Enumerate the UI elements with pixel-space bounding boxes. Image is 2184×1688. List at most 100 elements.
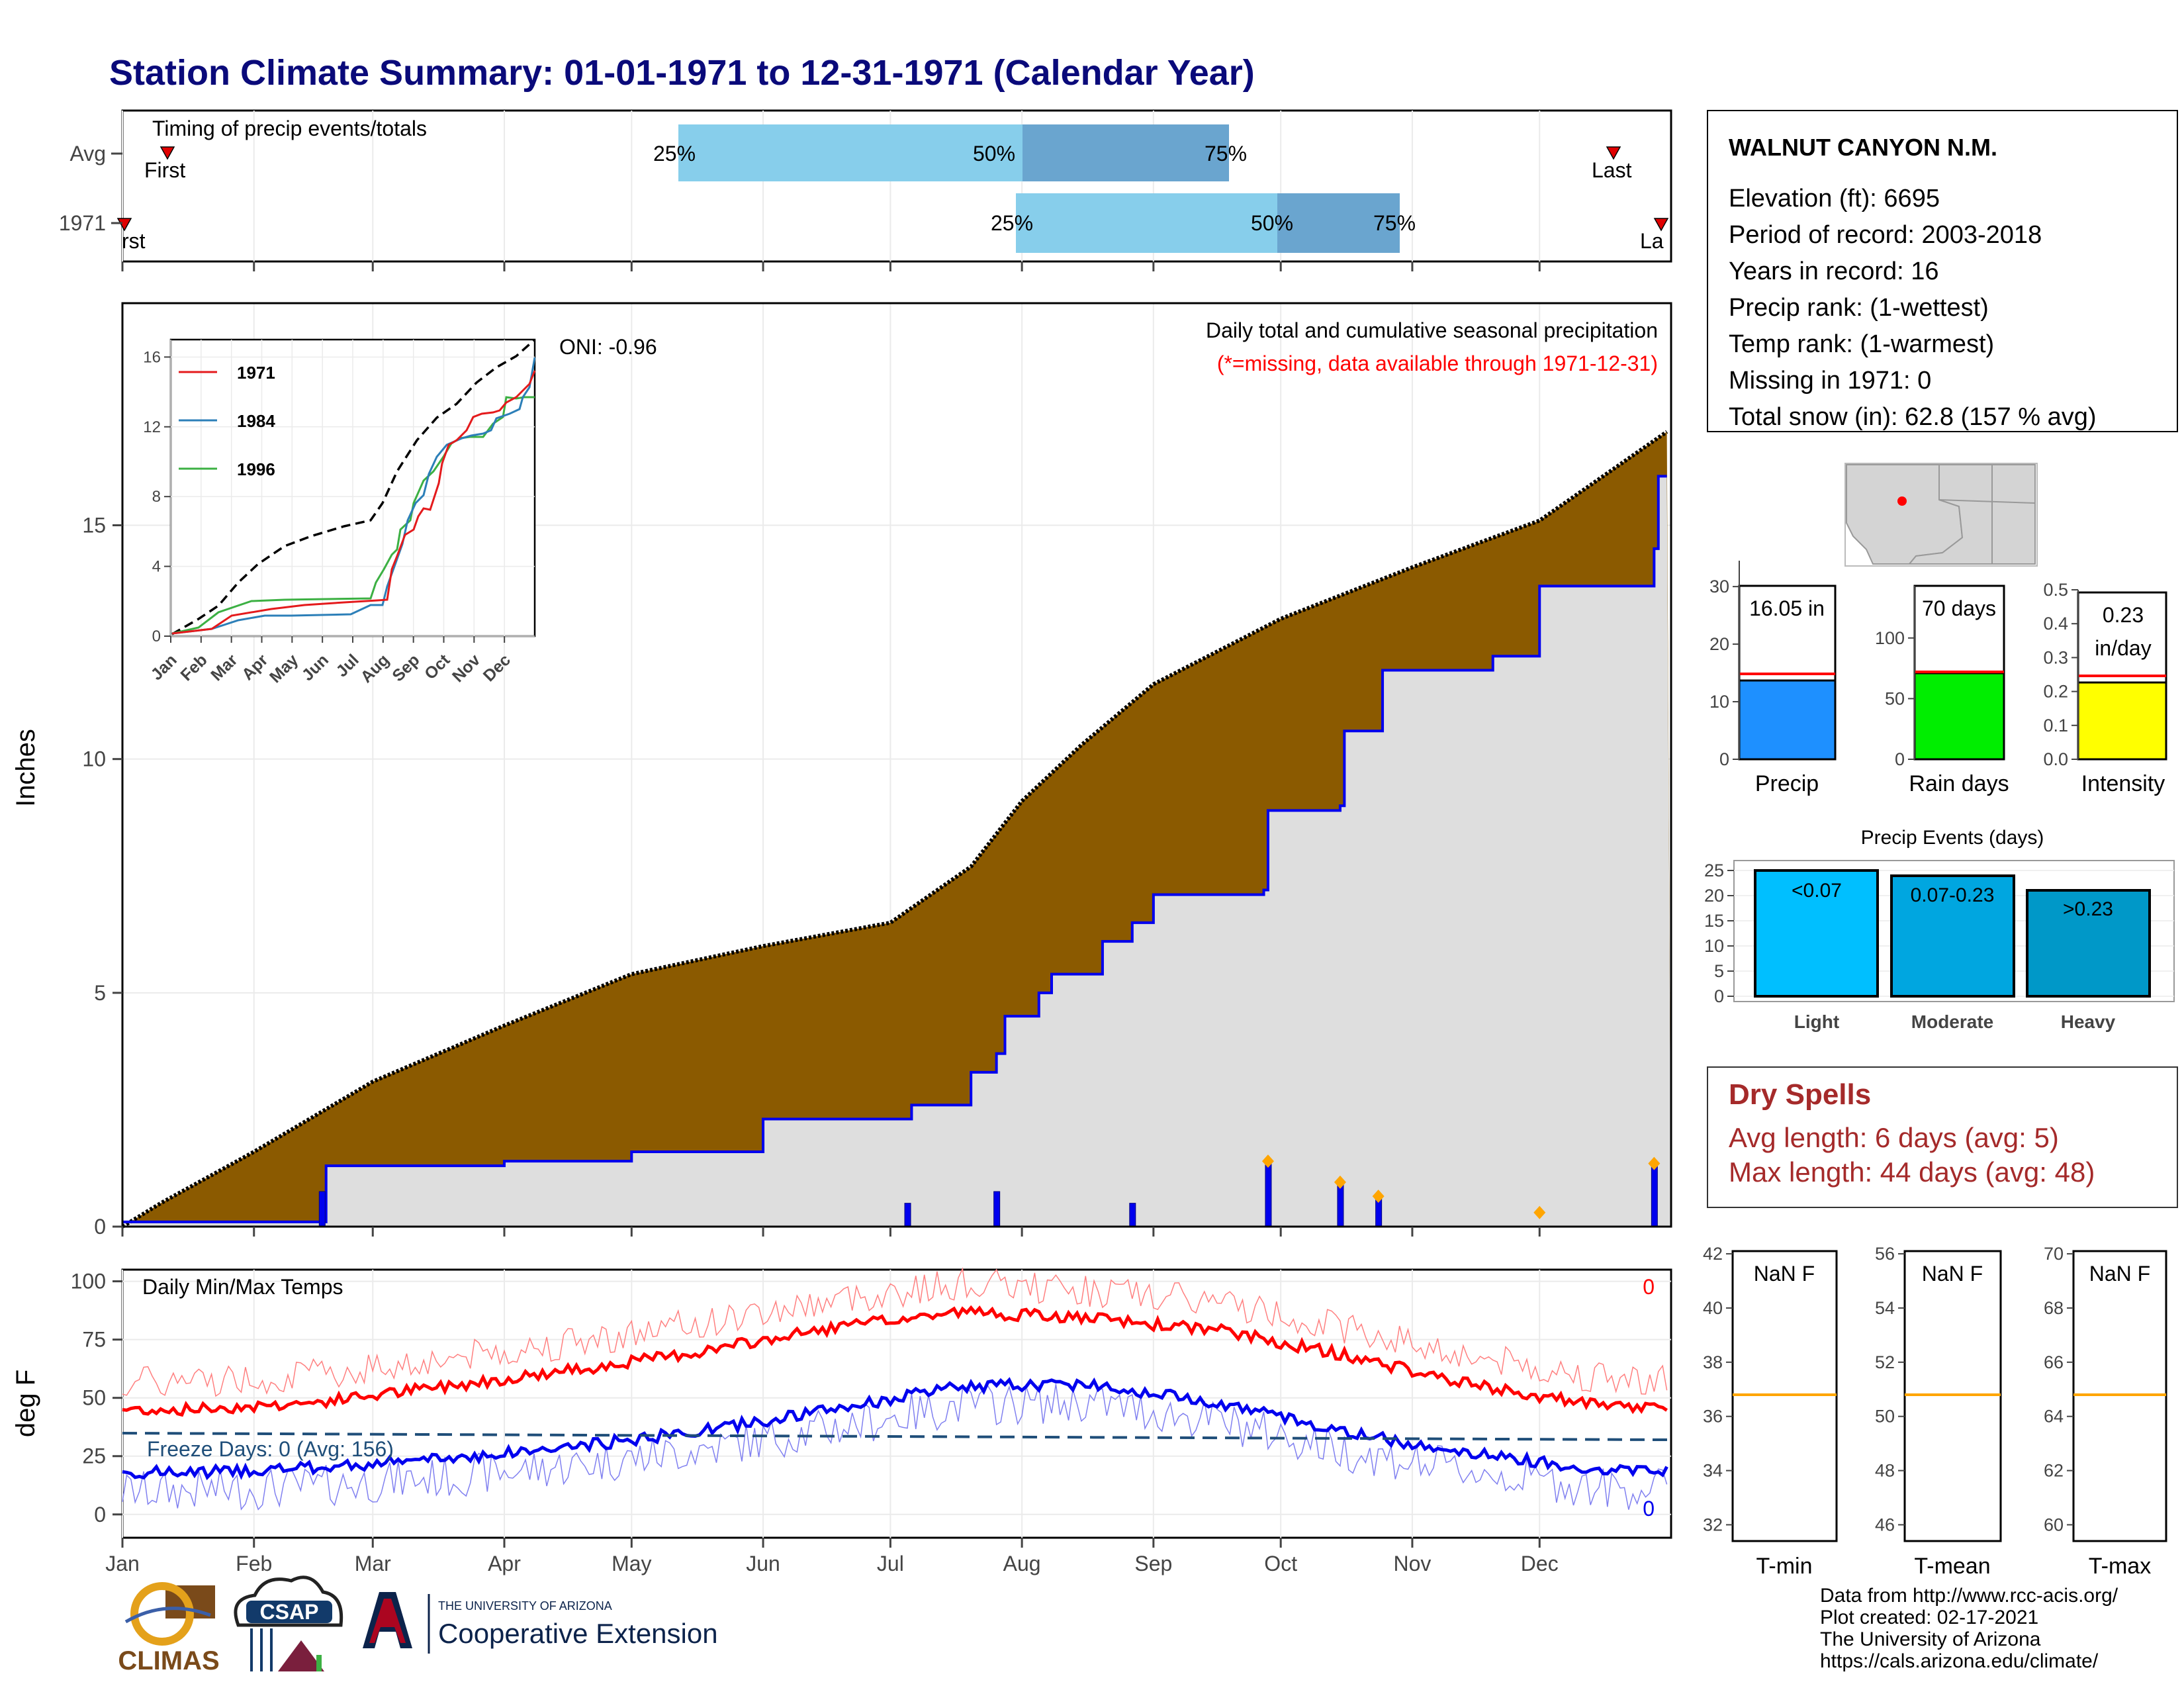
freeze-days-label: Freeze Days: 0 (Avg: 156) bbox=[147, 1437, 394, 1461]
intensity-bar-label: Intensity bbox=[2081, 771, 2165, 796]
intensity-bar-ytick-label: 0.3 bbox=[2043, 647, 2068, 667]
raindays-value-label: 70 days bbox=[1922, 596, 1996, 620]
temp-ytick-label: 75 bbox=[82, 1328, 106, 1352]
heavy-event-marker bbox=[1533, 1205, 1546, 1219]
month-label: Jun bbox=[746, 1552, 780, 1575]
tmax-ytick-label: 62 bbox=[2044, 1461, 2064, 1481]
tmin-average-line bbox=[122, 1377, 1668, 1481]
avg-last-marker bbox=[1606, 146, 1621, 160]
month-label: May bbox=[612, 1552, 651, 1575]
station-elevation: Elevation (ft): 6695 bbox=[1729, 185, 1940, 212]
station-temp-rank: Temp rank: (1-warmest) bbox=[1729, 330, 1994, 358]
precip-summary-bar: 16.05 in Precip 0 10 20 30 bbox=[1709, 561, 1837, 796]
heavy-event-marker bbox=[1372, 1190, 1385, 1203]
avg-cumulative-line bbox=[121, 430, 1668, 1229]
temp-ytick-label: 100 bbox=[71, 1270, 106, 1293]
precip-ytick-label: 5 bbox=[94, 981, 106, 1005]
year-cumulative-line bbox=[122, 475, 1667, 1223]
month-label: Mar bbox=[355, 1552, 391, 1575]
event-bar-light bbox=[1754, 869, 1879, 998]
footer-credits: Data from http://www.rcc-acis.org/ Plot … bbox=[1820, 1585, 2118, 1672]
timing-panel: Timing of precip events/totals 25% 50% 7… bbox=[59, 109, 1672, 271]
avg-first-label: First bbox=[144, 158, 185, 182]
month-label: Nov bbox=[1393, 1552, 1431, 1575]
precip-total-bar bbox=[1738, 679, 1837, 761]
precip-bar-ytick-label: 20 bbox=[1709, 634, 1729, 654]
inset-series-1996 bbox=[171, 396, 535, 635]
raindays-bar-label: Rain days bbox=[1909, 771, 2009, 796]
footer-line-2: Plot created: 02-17-2021 bbox=[1820, 1607, 2038, 1628]
tmax-ytick-label: 70 bbox=[2044, 1244, 2064, 1264]
avg-last-label: Last bbox=[1592, 158, 1632, 182]
raindays-summary-bar: 70 days Rain days 0 50 100 bbox=[1875, 585, 2009, 796]
temp-ytick-label: 25 bbox=[82, 1444, 106, 1468]
avg-first-marker bbox=[159, 146, 175, 160]
temp-ytick-label: 0 bbox=[94, 1503, 106, 1526]
heavy-event-marker bbox=[1261, 1154, 1274, 1168]
heavy-event-marker bbox=[1648, 1156, 1661, 1170]
station-snow: Total snow (in): 62.8 (157 % avg) bbox=[1729, 403, 2097, 431]
y1971-first-label: rst bbox=[122, 229, 146, 253]
intensity-bar-ytick-label: 0.2 bbox=[2043, 682, 2068, 702]
raindays-bar bbox=[1913, 672, 2005, 761]
events-ytick-label: 0 bbox=[1714, 986, 1724, 1006]
daily-precip-bar bbox=[1651, 1163, 1658, 1227]
event-range-light: <0.07 bbox=[1792, 880, 1842, 902]
inset-series-1971 bbox=[171, 370, 536, 635]
tmin-ytick-label: 38 bbox=[1703, 1352, 1723, 1372]
precip-ytick-label: 0 bbox=[94, 1215, 106, 1239]
timing-row-1971: 1971 bbox=[59, 211, 106, 235]
station-years: Years in record: 16 bbox=[1729, 258, 1939, 285]
month-label: Apr bbox=[488, 1552, 521, 1575]
y1971-q25-label: 25% bbox=[991, 211, 1033, 235]
precip-missing-note: (*=missing, data available through 1971-… bbox=[1217, 352, 1658, 375]
daily-precip-bar bbox=[993, 1191, 1001, 1227]
dry-spells-avg: Avg length: 6 days (avg: 5) bbox=[1729, 1122, 2059, 1153]
events-ytick-label: 5 bbox=[1714, 961, 1724, 981]
avg-q25-label: 25% bbox=[653, 142, 696, 165]
raindays-bar-ytick-label: 100 bbox=[1875, 628, 1905, 648]
precip-header: Daily total and cumulative seasonal prec… bbox=[1206, 318, 1658, 342]
tmean-ytick-label: 50 bbox=[1875, 1407, 1895, 1427]
event-range-moderate: 0.07-0.23 bbox=[1911, 884, 1995, 906]
inset-ytick-label: 12 bbox=[143, 418, 161, 436]
tmax-ytick-label: 64 bbox=[2044, 1407, 2064, 1427]
csap-logo: CSAP bbox=[234, 1575, 343, 1671]
tmean-ytick-label: 54 bbox=[1875, 1298, 1895, 1318]
tmean-ytick-label: 56 bbox=[1875, 1244, 1895, 1264]
station-missing: Missing in 1971: 0 bbox=[1729, 367, 1931, 395]
tmax-ytick-label: 68 bbox=[2044, 1298, 2064, 1318]
precip-bar-ytick-label: 30 bbox=[1709, 577, 1729, 596]
raindays-bar-ytick-label: 50 bbox=[1885, 688, 1905, 708]
event-label-moderate: Moderate bbox=[1911, 1011, 1993, 1032]
page-title: Station Climate Summary: 01-01-1971 to 1… bbox=[109, 53, 1255, 93]
station-location-dot bbox=[1897, 496, 1907, 506]
tmax-value: NaN F bbox=[2089, 1262, 2150, 1286]
temp-bottom-count: 0 bbox=[1643, 1497, 1655, 1521]
tmax-label: T-max bbox=[2089, 1554, 2151, 1579]
tmin-ytick-label: 34 bbox=[1703, 1461, 1723, 1481]
intensity-summary-bar: 0.23 in/day Intensity 0.0 0.1 0.2 0.3 0.4 0.5 bbox=[2043, 580, 2167, 796]
precip-bar-ytick-label: 10 bbox=[1709, 692, 1729, 712]
footer-line-4: https://cals.arizona.edu/climate/ bbox=[1820, 1650, 2099, 1672]
precip-events-chart: Precip Events (days) <0.07 0.07-0.23 >0.… bbox=[1704, 827, 2175, 1032]
timing-title: Timing of precip events/totals bbox=[152, 117, 427, 140]
tmean-ytick-label: 46 bbox=[1875, 1515, 1895, 1534]
month-label: Feb bbox=[236, 1552, 272, 1575]
avg-quartile-low-bar bbox=[678, 124, 1023, 181]
tmean-ytick-label: 48 bbox=[1875, 1461, 1895, 1481]
month-label: Oct bbox=[1264, 1552, 1297, 1575]
month-label: Jan bbox=[105, 1552, 140, 1575]
climas-logo-text: CLIMAS bbox=[118, 1646, 219, 1675]
tmin-ytick-label: 40 bbox=[1703, 1298, 1723, 1318]
tmax-ytick-label: 66 bbox=[2044, 1352, 2064, 1372]
dry-spells-max: Max length: 44 days (avg: 48) bbox=[1729, 1156, 2095, 1188]
daily-precip-bar bbox=[1129, 1203, 1136, 1227]
intensity-bar-ytick-label: 0.4 bbox=[2043, 614, 2068, 633]
tmean-ytick-label: 52 bbox=[1875, 1352, 1895, 1372]
precip-ytick-label: 10 bbox=[82, 747, 106, 771]
daily-precip-bar bbox=[318, 1191, 326, 1227]
tmin-daily-line bbox=[122, 1383, 1668, 1511]
tmean-value: NaN F bbox=[1922, 1262, 1983, 1286]
